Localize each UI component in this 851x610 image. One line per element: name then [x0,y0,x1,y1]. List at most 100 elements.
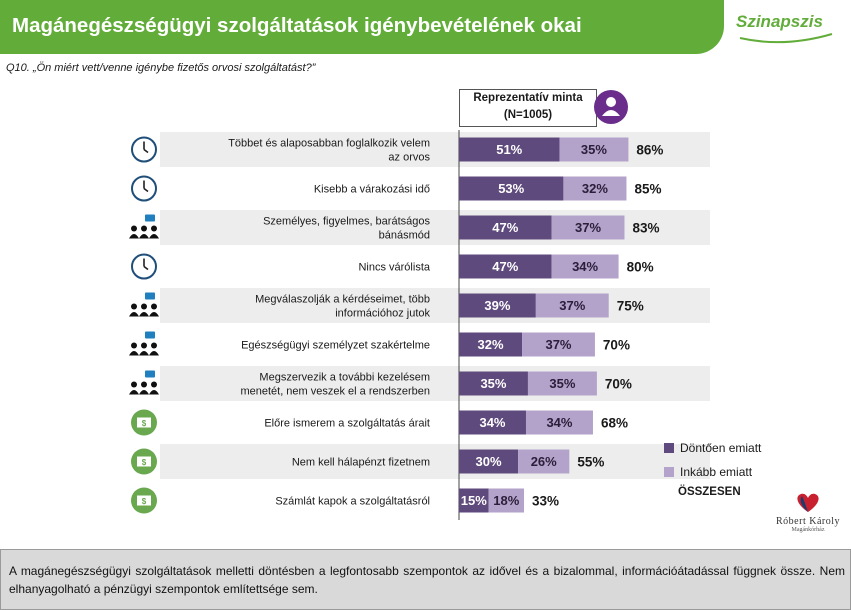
person-body [129,234,139,239]
category-label: Kisebb a várakozási idő [314,184,430,196]
bar-segment [551,254,619,279]
hospital-sub: Magánkórház [791,527,825,533]
banknote [137,417,151,428]
page-title: Magánegészségügyi szolgáltatások igénybe… [12,14,582,37]
sample-title: Reprezentatív minta [473,92,583,104]
category-label-line: menetét, nem veszek el a rendszerben [240,386,430,398]
data-label: 35% [480,376,506,391]
data-label: 34% [479,415,505,430]
total-label: 86% [636,143,663,158]
data-label: 51% [496,142,522,157]
banknote [137,495,151,506]
data-label: 34% [546,415,572,430]
data-label: 30% [476,454,502,469]
money-icon: $ [131,448,157,475]
brand-logo: Szinapszis [736,12,823,31]
category-label-line: információhoz jutok [335,308,430,320]
category-label: Számlát kapok a szolgáltatásról [275,496,430,508]
category-label-line: Egészségügyi személyzet szakértelme [241,340,430,352]
category-label-line: bánásmód [379,230,430,242]
person-head [141,225,147,232]
bar-segment [459,215,552,240]
hospital-logo: Róbert Károly Magánkórház [765,492,851,542]
data-label: 53% [498,181,524,196]
row-band [160,210,710,245]
dollar-sign: $ [142,419,147,428]
category-label: Előre ismerem a szolgáltatás árait [264,418,430,430]
person-body [149,390,159,395]
dollar-sign: $ [142,458,147,467]
legend-label-2: Inkább emiatt [680,465,753,479]
dollar-sign: $ [142,497,147,506]
category-label-line: Személyes, figyelmes, barátságos [263,216,430,228]
chat-bubble [145,370,155,378]
data-label: 37% [545,337,571,352]
legend-item-2: Inkább emiatt [664,460,761,484]
person-body [139,312,149,317]
person-head [141,342,147,349]
legend-swatch-2 [664,467,674,477]
bar-segment [459,410,526,435]
total-label: 85% [634,182,661,197]
bar-segment [459,488,489,513]
person-body [139,234,149,239]
row-band [160,288,710,323]
total-label: 80% [627,260,654,275]
money-icon: $ [131,487,157,514]
data-label: 15% [461,493,487,508]
category-label: Megválaszolják a kérdéseimet, több inform… [255,294,430,320]
total-label: 70% [603,338,630,353]
total-label: 68% [601,416,628,431]
legend-label-1: Döntően emiatt [680,441,762,455]
category-label: Egészségügyi személyzet szakértelme [241,340,430,352]
banknote [137,456,151,467]
category-label-line: Előre ismerem a szolgáltatás árait [264,418,430,430]
category-label: Többet és alaposabban foglalkozik velem a… [228,138,430,164]
person-head [141,381,147,388]
footer-summary: A magánegészségügyi szolgáltatások melle… [0,549,851,610]
person-head [131,381,137,388]
legend: Döntően emiatt Inkább emiatt ÖSSZESEN [664,436,761,498]
people-icon [594,90,628,124]
person-body [139,351,149,356]
person-body [129,351,139,356]
data-label: 39% [484,298,510,313]
bar-segment [527,371,597,396]
money-icon: $ [131,409,157,436]
total-label: 33% [532,494,559,509]
category-label: Személyes, figyelmes, barátságos bánásmód [263,216,430,242]
data-label: 34% [572,259,598,274]
category-label: Nincs várólista [358,262,430,274]
category-label-line: Többet és alaposabban foglalkozik velem [228,138,430,150]
data-label: 47% [492,220,518,235]
data-label: 32% [582,181,608,196]
legend-item-1: Döntően emiatt [664,436,761,460]
legend-total-label: ÖSSZESEN [678,486,741,498]
chat-bubble [145,331,155,339]
row-band [160,366,710,401]
bar-segment [459,137,560,162]
total-label: 55% [577,455,604,470]
data-label: 37% [575,220,601,235]
bar-segment [559,137,629,162]
category-label-line: Megválaszolják a kérdéseimet, több [255,294,430,306]
bar-segment [522,332,595,357]
question-text: Q10. „Ön miért vett/venne igénybe fizető… [6,62,316,74]
data-label: 47% [492,259,518,274]
people-chat-icon [129,370,159,395]
bar-segment [459,254,552,279]
legend-swatch-1 [664,443,674,453]
people-chat-icon [129,292,159,317]
data-label: 32% [478,337,504,352]
clock-hand [143,265,149,271]
person-body [139,390,149,395]
bar-segment [488,488,525,513]
row-band [160,444,710,479]
bar-segment [459,293,536,318]
person-head [151,381,157,388]
footer-text: A magánegészségügyi szolgáltatások melle… [9,564,845,596]
category-label: Megszervezik a további kezelésem menetét,… [240,372,430,398]
data-label: 35% [549,376,575,391]
data-label: 26% [531,454,557,469]
category-label-line: Számlát kapok a szolgáltatásról [275,496,430,508]
